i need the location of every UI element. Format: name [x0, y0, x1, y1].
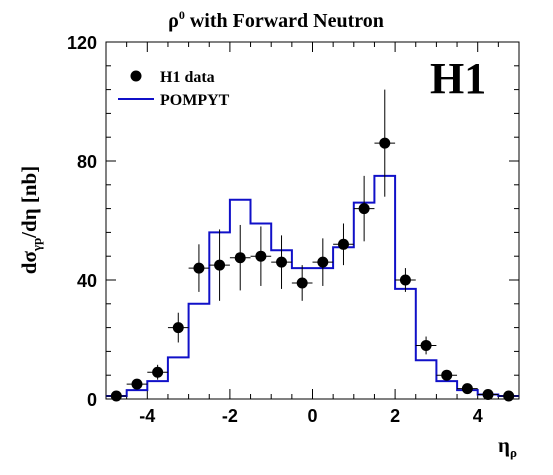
y-tick-label: 80 — [77, 152, 97, 172]
data-point — [214, 259, 226, 271]
data-point — [317, 256, 329, 268]
y-tick-label: 0 — [87, 390, 97, 410]
data-point — [172, 322, 184, 334]
data-point — [152, 366, 164, 378]
legend-label-data: H1 data — [160, 69, 215, 86]
data-point — [358, 203, 370, 215]
data-point — [296, 277, 308, 289]
x-tick-label: -2 — [222, 406, 238, 426]
chart-title: ρ0 with Forward Neutron — [168, 8, 384, 32]
y-tick-label: 40 — [77, 271, 97, 291]
legend: H1 data POMPYT — [118, 69, 230, 109]
data-point — [276, 256, 288, 268]
data-point — [255, 250, 267, 262]
y-axis-ticks: 0 40 80 120 — [67, 33, 519, 410]
x-tick-label: 2 — [390, 406, 400, 426]
x-tick-label: 4 — [473, 406, 483, 426]
data-point — [193, 262, 205, 274]
x-tick-label: -4 — [139, 406, 155, 426]
legend-marker-data — [130, 70, 142, 82]
data-point — [399, 274, 411, 286]
data-point — [131, 378, 143, 390]
y-tick-label: 120 — [67, 33, 97, 53]
data-point — [110, 390, 122, 402]
data-point — [337, 238, 349, 250]
y-axis-label: dσγp/dη [nb] — [17, 166, 44, 274]
data-point — [503, 390, 515, 402]
h1-logo: H1 — [430, 54, 486, 103]
data-point — [461, 383, 473, 395]
data-point — [420, 339, 432, 351]
x-axis-label: ηρ — [498, 433, 517, 460]
data-point — [234, 252, 246, 264]
data-point — [379, 137, 391, 149]
legend-label-pompyt: POMPYT — [160, 92, 230, 109]
pompyt-step-line — [106, 174, 519, 397]
data-point — [441, 369, 453, 381]
x-tick-label: 0 — [307, 406, 317, 426]
h1-data-series — [106, 89, 519, 402]
pompyt-series — [106, 174, 519, 397]
data-point — [482, 389, 494, 401]
